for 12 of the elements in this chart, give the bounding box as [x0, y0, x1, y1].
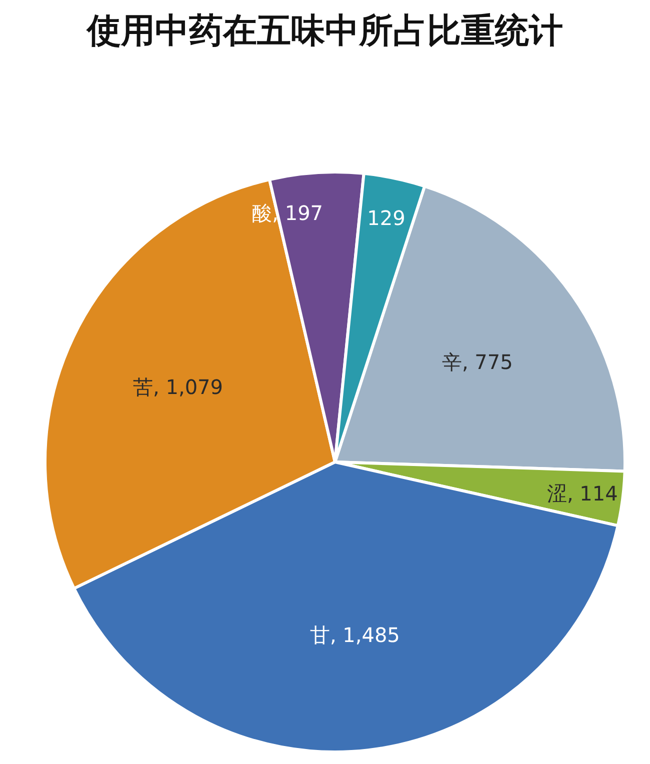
- data-label: 129: [367, 206, 406, 230]
- slice-label: 涩: [546, 482, 567, 506]
- data-label: , 197: [272, 201, 324, 226]
- slice-label: 辛: [442, 350, 462, 374]
- slice-label: 酸: [252, 201, 272, 226]
- chart-title: 使用中药在五味中所占比重统计: [86, 11, 563, 51]
- data-label: , 775: [462, 350, 513, 374]
- slice-label: 苦: [133, 374, 154, 399]
- slice-label: 甘: [310, 622, 330, 647]
- data-label: , 1,079: [153, 374, 224, 399]
- data-label: , 114: [566, 482, 618, 506]
- data-label: , 1,485: [330, 622, 400, 647]
